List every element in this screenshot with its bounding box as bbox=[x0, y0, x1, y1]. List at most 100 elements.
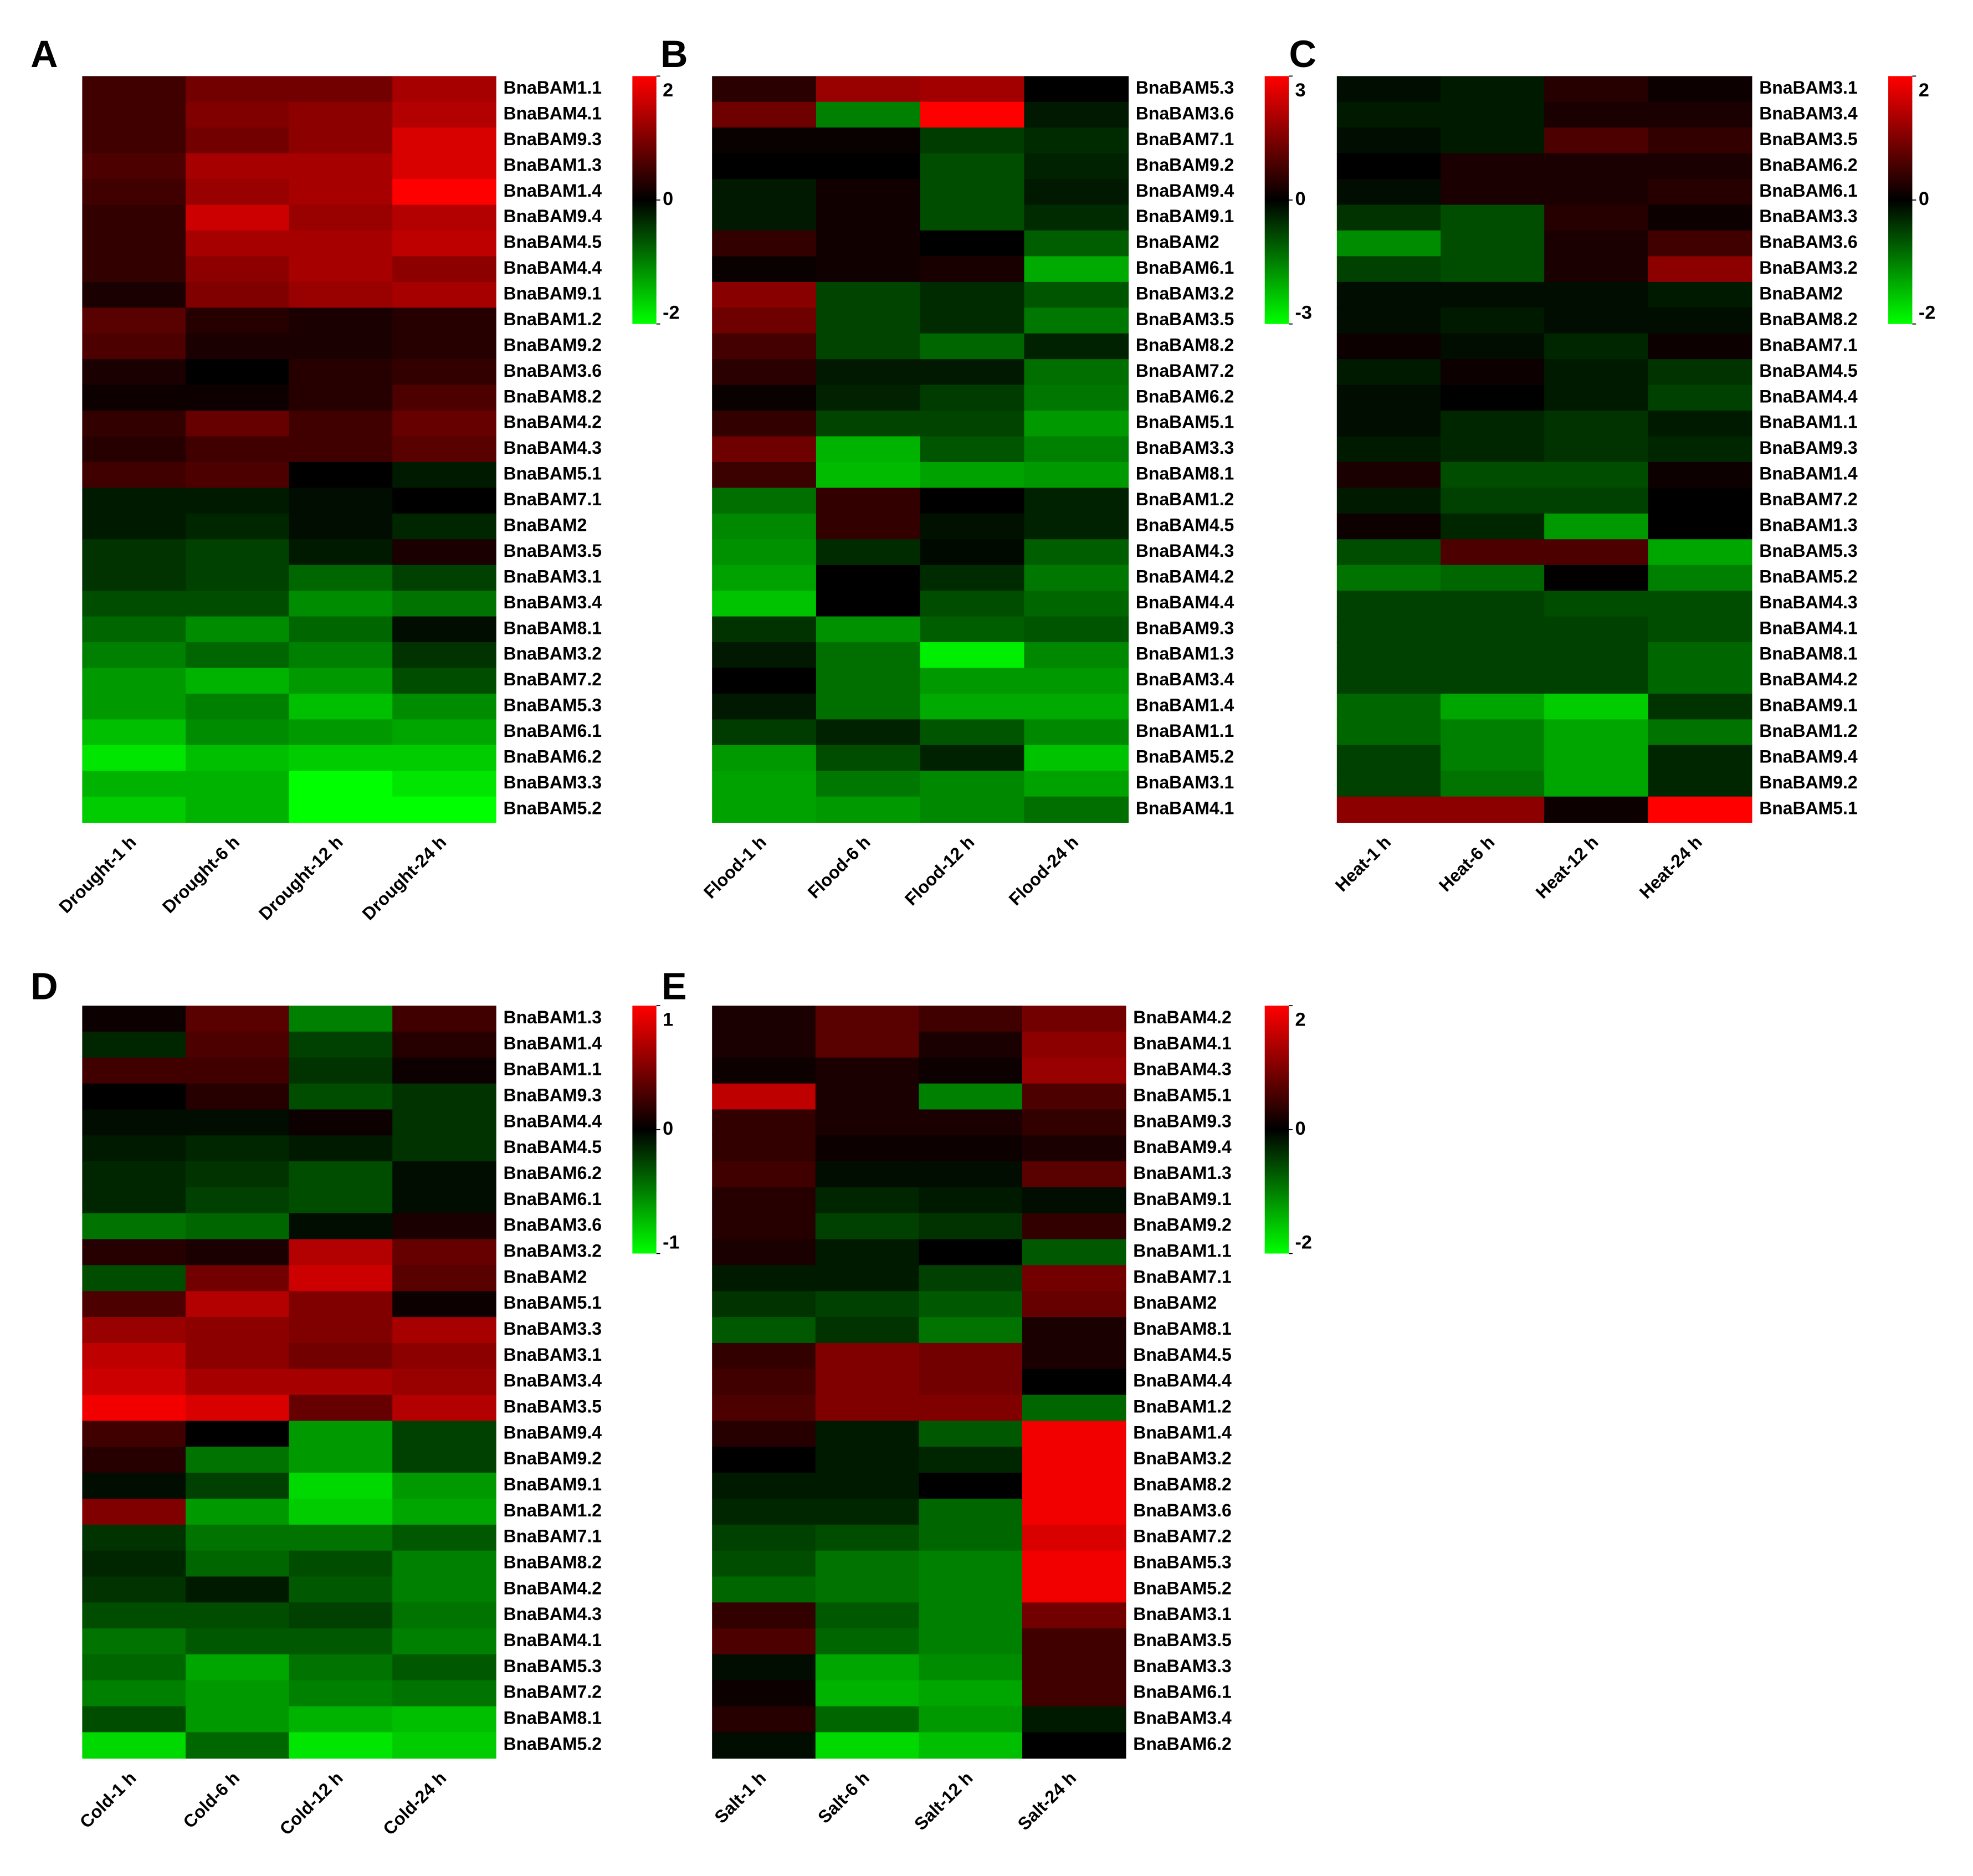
heatmap-cell bbox=[816, 539, 921, 566]
heatmap-cell bbox=[919, 1083, 1023, 1110]
heatmap-cell bbox=[289, 256, 393, 283]
heatmap-cell bbox=[289, 539, 393, 566]
heatmap-cell bbox=[1024, 642, 1129, 669]
heatmap-cell bbox=[815, 1602, 920, 1629]
heatmap-cell bbox=[185, 307, 290, 334]
heatmap-cell bbox=[1544, 616, 1649, 643]
heatmap-cell bbox=[1648, 488, 1752, 514]
row-label: BnaBAM1.4 bbox=[1133, 1422, 1232, 1442]
heatmap-cell bbox=[816, 488, 921, 514]
heatmap-cell bbox=[920, 771, 1025, 797]
heatmap-cell bbox=[185, 1602, 290, 1629]
heatmap-cell bbox=[82, 668, 186, 694]
heatmap-cell bbox=[816, 127, 921, 154]
heatmap-cell bbox=[82, 1083, 186, 1110]
heatmap-cell bbox=[392, 1602, 496, 1629]
heatmap-cell bbox=[82, 385, 186, 411]
column-label: Drought-24 h bbox=[358, 832, 450, 924]
heatmap-cell bbox=[1336, 230, 1441, 257]
heatmap-cell bbox=[392, 1524, 496, 1551]
row-label: BnaBAM5.1 bbox=[504, 464, 602, 484]
heatmap-cell bbox=[392, 616, 496, 643]
heatmap-cell bbox=[1440, 76, 1545, 102]
heatmap-cell bbox=[1648, 539, 1752, 566]
heatmap-cell bbox=[712, 204, 817, 231]
heatmap-cell bbox=[815, 1239, 920, 1266]
row-label: BnaBAM9.3 bbox=[1136, 618, 1234, 638]
heatmap-cell bbox=[185, 256, 290, 283]
row-label: BnaBAM4.3 bbox=[504, 1604, 602, 1624]
heatmap-cell bbox=[920, 411, 1025, 437]
heatmap-cell bbox=[1336, 359, 1441, 386]
heatmap-cell bbox=[392, 693, 496, 720]
heatmap-cell bbox=[289, 462, 393, 489]
colorbar-tick-label: 2 bbox=[1295, 1009, 1305, 1031]
row-label: BnaBAM9.1 bbox=[1759, 695, 1857, 715]
heatmap-cell bbox=[392, 1342, 496, 1370]
heatmap-cell bbox=[1544, 539, 1649, 566]
heatmap-cell bbox=[185, 1447, 290, 1474]
heatmap-cell bbox=[712, 693, 817, 720]
heatmap-cell bbox=[1440, 745, 1545, 772]
heatmap-cell bbox=[1648, 230, 1752, 257]
heatmap-cell bbox=[1022, 1239, 1126, 1266]
column-label: Salt-24 h bbox=[1014, 1768, 1080, 1834]
heatmap-cell bbox=[185, 1421, 290, 1448]
row-label: BnaBAM3.3 bbox=[1759, 206, 1857, 226]
heatmap-cell bbox=[289, 1395, 393, 1422]
heatmap-cell bbox=[1544, 333, 1649, 360]
row-label: BnaBAM9.4 bbox=[1136, 181, 1234, 201]
row-label: BnaBAM1.3 bbox=[1759, 515, 1857, 535]
row-label: BnaBAM3.3 bbox=[504, 772, 602, 792]
heatmap-cell bbox=[82, 230, 186, 257]
row-label: BnaBAM4.4 bbox=[504, 1111, 602, 1131]
heatmap-cell bbox=[816, 591, 921, 617]
heatmap-cell bbox=[1544, 668, 1649, 694]
heatmap-cell bbox=[82, 1239, 186, 1266]
row-label: BnaBAM3.1 bbox=[1133, 1604, 1231, 1624]
heatmap-cell bbox=[1336, 745, 1441, 772]
heatmap-cell bbox=[712, 230, 817, 257]
heatmap-cell bbox=[185, 101, 290, 129]
heatmap-cell bbox=[816, 411, 921, 437]
heatmap-cell bbox=[185, 385, 290, 411]
heatmap-cell bbox=[185, 488, 290, 514]
heatmap-cell bbox=[185, 1291, 290, 1318]
heatmap-cell bbox=[1336, 771, 1441, 797]
row-label: BnaBAM3.6 bbox=[1759, 232, 1857, 252]
row-label: BnaBAM3.5 bbox=[1133, 1630, 1231, 1650]
heatmap-cell bbox=[712, 1135, 816, 1162]
row-label: BnaBAM4.2 bbox=[1136, 566, 1234, 586]
heatmap-cell bbox=[185, 359, 290, 386]
row-label: BnaBAM9.4 bbox=[1133, 1137, 1232, 1157]
heatmap-cell bbox=[712, 745, 817, 772]
heatmap-cell bbox=[815, 1524, 920, 1551]
heatmap-cell bbox=[712, 76, 817, 102]
heatmap-cell bbox=[1022, 1006, 1126, 1032]
heatmap-cell bbox=[919, 1550, 1023, 1577]
colorbar-tick-label: 2 bbox=[663, 80, 673, 101]
heatmap-cell bbox=[185, 1006, 290, 1032]
row-label: BnaBAM4.2 bbox=[504, 412, 602, 432]
heatmap-cell bbox=[289, 385, 393, 411]
row-label: BnaBAM9.2 bbox=[504, 335, 602, 355]
row-label: BnaBAM9.2 bbox=[504, 1448, 602, 1468]
heatmap-cell bbox=[920, 281, 1025, 309]
heatmap-cell bbox=[1022, 1524, 1126, 1551]
colorbar-tick-label: -2 bbox=[1919, 303, 1935, 324]
heatmap-cell bbox=[82, 127, 186, 154]
heatmap-cell bbox=[1648, 771, 1752, 797]
heatmap-cell bbox=[289, 745, 393, 772]
heatmap-cell bbox=[185, 668, 290, 694]
heatmap-cell bbox=[1544, 204, 1649, 231]
heatmap-cell bbox=[920, 513, 1025, 540]
colorbar-tick-label: -3 bbox=[1295, 303, 1311, 324]
heatmap-cell bbox=[185, 565, 290, 592]
colorbar bbox=[1264, 1006, 1289, 1254]
heatmap-cell bbox=[185, 1342, 290, 1370]
row-label: BnaBAM9.4 bbox=[504, 206, 602, 226]
heatmap-cell bbox=[82, 1447, 186, 1474]
row-label: BnaBAM1.1 bbox=[504, 78, 602, 98]
heatmap-cell bbox=[1024, 127, 1129, 154]
heatmap-cell bbox=[712, 488, 817, 514]
